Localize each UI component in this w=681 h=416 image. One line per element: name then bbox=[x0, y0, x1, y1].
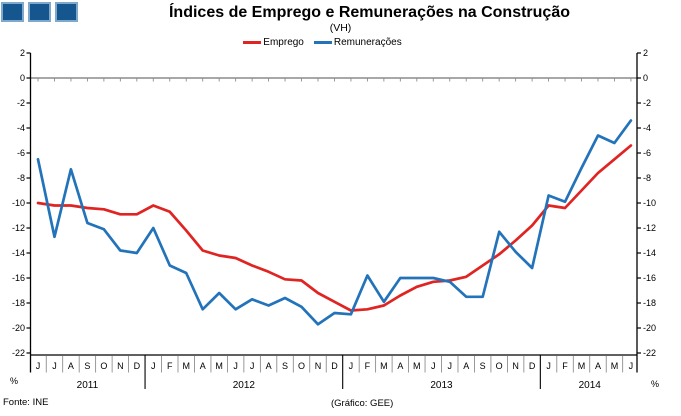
svg-text:-12: -12 bbox=[12, 223, 25, 233]
svg-text:F: F bbox=[167, 361, 173, 371]
legend-item-remuneracoes: Remunerações bbox=[313, 37, 402, 48]
svg-text:0: 0 bbox=[643, 73, 648, 83]
svg-text:J: J bbox=[52, 361, 57, 371]
svg-text:M: M bbox=[578, 361, 586, 371]
svg-text:D: D bbox=[529, 361, 536, 371]
svg-text:N: N bbox=[512, 361, 519, 371]
svg-text:2012: 2012 bbox=[233, 380, 256, 391]
svg-text:-12: -12 bbox=[643, 223, 656, 233]
svg-text:M: M bbox=[182, 361, 190, 371]
svg-text:J: J bbox=[448, 361, 453, 371]
source-note: Fonte: INE bbox=[3, 397, 49, 408]
svg-text:%: % bbox=[10, 376, 18, 386]
svg-text:N: N bbox=[117, 361, 124, 371]
logo-square bbox=[28, 2, 51, 22]
svg-text:O: O bbox=[100, 361, 107, 371]
svg-text:-20: -20 bbox=[12, 323, 25, 333]
svg-text:J: J bbox=[546, 361, 551, 371]
axes bbox=[29, 53, 638, 373]
y-axis-labels: 2 2 0 0 -2 -2 -4 -4 -6 -6 -8 -8 -10 -10 -12 -12 -14 -14 -1… bbox=[10, 48, 659, 389]
series-line-emprego bbox=[36, 144, 633, 312]
svg-text:J: J bbox=[431, 361, 436, 371]
legend-label: Remunerações bbox=[333, 37, 402, 48]
legend-item-emprego: Emprego bbox=[243, 37, 304, 48]
svg-text:-8: -8 bbox=[17, 173, 25, 183]
svg-text:J: J bbox=[151, 361, 156, 371]
svg-text:D: D bbox=[331, 361, 338, 371]
logo-square bbox=[1, 2, 24, 22]
svg-text:J: J bbox=[349, 361, 354, 371]
svg-text:N: N bbox=[315, 361, 322, 371]
svg-text:M: M bbox=[611, 361, 619, 371]
legend-line-sample bbox=[243, 41, 262, 44]
svg-text:-16: -16 bbox=[643, 273, 656, 283]
svg-text:F: F bbox=[365, 361, 371, 371]
svg-text:M: M bbox=[380, 361, 388, 371]
svg-text:-14: -14 bbox=[643, 248, 656, 258]
svg-text:-2: -2 bbox=[17, 98, 25, 108]
svg-text:-4: -4 bbox=[643, 123, 651, 133]
svg-text:2: 2 bbox=[643, 48, 648, 58]
svg-text:-10: -10 bbox=[12, 198, 25, 208]
chart-subtitle: (VH) bbox=[329, 22, 352, 34]
svg-text:2013: 2013 bbox=[430, 380, 453, 391]
svg-text:2011: 2011 bbox=[77, 380, 99, 391]
svg-text:-6: -6 bbox=[643, 148, 651, 158]
svg-text:S: S bbox=[282, 361, 288, 371]
svg-text:2014: 2014 bbox=[579, 380, 602, 391]
svg-text:A: A bbox=[68, 361, 74, 371]
svg-text:%: % bbox=[651, 379, 659, 389]
svg-text:S: S bbox=[480, 361, 486, 371]
svg-text:A: A bbox=[200, 361, 206, 371]
svg-text:J: J bbox=[629, 361, 634, 371]
svg-text:-18: -18 bbox=[12, 298, 25, 308]
logo bbox=[1, 2, 78, 22]
svg-text:-8: -8 bbox=[643, 173, 651, 183]
svg-text:S: S bbox=[84, 361, 90, 371]
svg-text:-10: -10 bbox=[643, 198, 656, 208]
zero-line bbox=[30, 77, 637, 82]
svg-text:A: A bbox=[266, 361, 272, 371]
svg-text:A: A bbox=[595, 361, 601, 371]
svg-text:D: D bbox=[134, 361, 141, 371]
svg-text:-18: -18 bbox=[643, 298, 656, 308]
x-axis-separators bbox=[45, 355, 624, 389]
legend-label: Emprego bbox=[263, 37, 304, 48]
logo-square bbox=[55, 2, 78, 22]
svg-text:F: F bbox=[562, 361, 568, 371]
svg-text:M: M bbox=[215, 361, 223, 371]
svg-text:O: O bbox=[298, 361, 305, 371]
svg-text:-2: -2 bbox=[643, 98, 651, 108]
svg-text:-4: -4 bbox=[17, 123, 25, 133]
svg-text:2: 2 bbox=[20, 48, 25, 58]
svg-text:-16: -16 bbox=[12, 273, 25, 283]
page-title: Índices de Emprego e Remunerações na Con… bbox=[168, 4, 570, 21]
svg-text:A: A bbox=[463, 361, 469, 371]
svg-text:-14: -14 bbox=[12, 248, 25, 258]
series-line-remuneracoes bbox=[36, 119, 633, 326]
svg-text:O: O bbox=[496, 361, 503, 371]
svg-text:-22: -22 bbox=[643, 348, 656, 358]
legend: Emprego Remunerações bbox=[0, 37, 663, 48]
credit-note: (Gráfico: GEE) bbox=[331, 398, 394, 409]
svg-text:-22: -22 bbox=[12, 348, 25, 358]
x-axis-year-labels: 2011 2012 2013 2014 bbox=[77, 380, 602, 391]
svg-text:-20: -20 bbox=[643, 323, 656, 333]
svg-text:-6: -6 bbox=[17, 148, 25, 158]
legend-line-sample bbox=[313, 41, 332, 44]
svg-text:M: M bbox=[413, 361, 421, 371]
svg-text:0: 0 bbox=[20, 73, 25, 83]
svg-text:J: J bbox=[250, 361, 255, 371]
svg-text:J: J bbox=[233, 361, 238, 371]
svg-text:J: J bbox=[36, 361, 41, 371]
svg-text:A: A bbox=[397, 361, 403, 371]
